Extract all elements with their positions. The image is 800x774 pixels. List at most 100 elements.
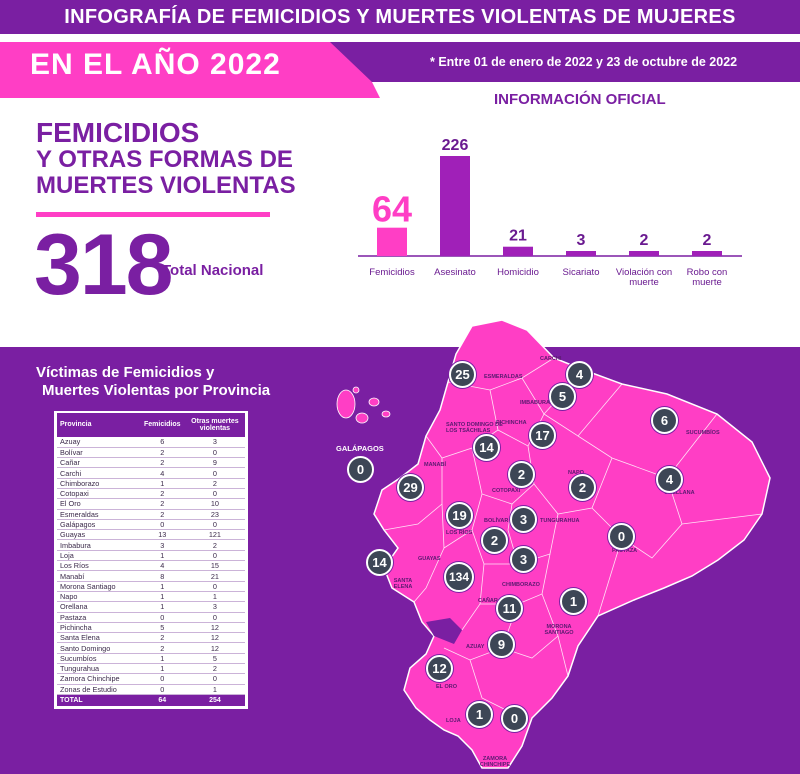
province-cell: Morona Santiago [57, 581, 140, 592]
table-row: Orellana 1 3 [57, 601, 245, 613]
other-deaths-cell: 2 [184, 539, 245, 551]
femicides-cell: 1 [139, 550, 185, 562]
other-deaths-cell: 1 [184, 591, 245, 603]
marker-pichincha: 17 [529, 422, 556, 449]
other-deaths-cell: 1 [184, 684, 245, 695]
map-label-loja: LOJA [446, 718, 461, 724]
province-table-title: Víctimas de Femicidios y Muertes Violent… [36, 364, 270, 400]
other-deaths-cell: 3 [184, 437, 245, 448]
table-row: Pichincha 5 12 [57, 622, 245, 634]
femicides-cell: 2 [139, 488, 185, 500]
marker-chimborazo: 3 [510, 546, 537, 573]
femicides-cell: 2 [139, 642, 185, 654]
province-table-title-line1: Víctimas de Femicidios y [36, 364, 215, 381]
province-cell: Loja [57, 550, 140, 562]
other-deaths-cell: 0 [184, 467, 245, 479]
table-row: Guayas 13 121 [57, 529, 245, 541]
date-range-note: * Entre 01 de enero de 2022 y 23 de octu… [430, 55, 738, 69]
table-row: Bolívar 2 0 [57, 447, 245, 459]
marker-el-oro: 12 [426, 655, 453, 682]
bar-category-label-3: Sicariato [563, 267, 600, 278]
marker-morona-santiago: 1 [560, 588, 587, 615]
col-header-other-deaths: Otras muertes violentas [184, 413, 245, 437]
femicides-cell: 1 [139, 591, 185, 603]
marker-pastaza: 0 [608, 523, 635, 550]
marker-santo-domingo: 14 [473, 434, 500, 461]
femicides-cell: 0 [139, 612, 185, 623]
bar-2 [503, 246, 533, 256]
bar-category-label-0: Femicidios [369, 267, 415, 278]
col-header-province: Provincia [57, 413, 140, 437]
table-row: Esmeraldas 2 23 [57, 509, 245, 520]
table-row: Zonas de Estudio 0 1 [57, 684, 245, 695]
femicides-cell: 2 [139, 457, 185, 469]
year-label: EN EL AÑO 2022 [30, 48, 281, 81]
marker-napo: 2 [569, 474, 596, 501]
province-cell: Guayas [57, 529, 140, 541]
other-deaths-cell: 0 [184, 447, 245, 459]
femicides-cell: 3 [139, 539, 185, 551]
heading-divider [36, 212, 270, 217]
other-deaths-cell: 5 [184, 653, 245, 665]
table-row: Santo Domingo 2 12 [57, 642, 245, 654]
province-cell: Zonas de Estudio [57, 684, 140, 695]
province-table-body: Azuay 6 3 Bolívar 2 0 Cañar 2 9 Carchi 4 0 Chimboraz… [57, 437, 245, 695]
femicides-heading-line3: MUERTES VIOLENTAS [36, 171, 296, 199]
year-band-pink [0, 42, 380, 98]
marker-los-rios: 19 [446, 502, 473, 529]
femicides-cell: 8 [139, 570, 185, 582]
marker-bolivar: 2 [481, 527, 508, 554]
table-row: Cañar 2 9 [57, 457, 245, 469]
other-deaths-cell: 9 [184, 457, 245, 469]
marker-guayas: 134 [444, 562, 474, 592]
other-deaths-cell: 0 [184, 612, 245, 623]
map-label-morona-santiago: MORONA SANTIAGO [544, 624, 574, 636]
province-cell: El Oro [57, 498, 140, 510]
bar-category-label-2: Homicidio [497, 267, 539, 278]
bar-value-label-1: 226 [442, 137, 469, 154]
other-deaths-cell: 12 [184, 632, 245, 644]
bar-value-label-3: 3 [577, 232, 586, 249]
province-cell: Sucumbíos [57, 653, 140, 665]
other-deaths-cell: 0 [184, 519, 245, 531]
col-header-femicides: Femicidios [139, 413, 185, 437]
map-label-tungurahua: TUNGURAHUA [540, 518, 580, 524]
marker-galapagos: 0 [347, 456, 374, 483]
table-row: Los Ríos 4 15 [57, 560, 245, 572]
other-deaths-cell: 12 [184, 622, 245, 634]
other-deaths-cell: 10 [184, 498, 245, 510]
map-label-los-rios: LOS RÍOS [446, 530, 473, 536]
bar-value-label-0: 64 [372, 189, 412, 230]
map-label-guayas: GUAYAS [418, 556, 441, 562]
other-deaths-cell: 2 [184, 663, 245, 675]
province-table-title-line2: Muertes Violentas por Provincia [42, 382, 271, 399]
province-table: Provincia Femicidios Otras muertes viole… [57, 413, 245, 707]
femicides-cell: 5 [139, 622, 185, 634]
table-total-row: TOTAL 64 254 [57, 694, 245, 707]
table-row: Galápagos 0 0 [57, 519, 245, 531]
province-cell: Azuay [57, 437, 140, 448]
femicides-cell: 13 [139, 529, 185, 541]
femicides-cell: 2 [139, 632, 185, 644]
total-row-other-deaths: 254 [184, 694, 245, 707]
marker-santa-elena: 14 [366, 549, 393, 576]
bar-4 [629, 251, 659, 256]
map-label-bolivar: BOLÍVAR [484, 518, 509, 524]
province-cell: Manabí [57, 570, 140, 582]
table-row: Santa Elena 2 12 [57, 632, 245, 644]
marker-imbabura: 5 [549, 383, 576, 410]
other-deaths-cell: 0 [184, 550, 245, 562]
femicides-cell: 2 [139, 447, 185, 459]
province-cell: Cañar [57, 457, 140, 469]
province-cell: Chimborazo [57, 478, 140, 489]
femicides-cell: 4 [139, 467, 185, 479]
map-label-azuay: AZUAY [466, 644, 485, 650]
map-label-el-oro: EL ORO [436, 684, 457, 690]
map-label-sucumbios: SUCUMBÍOS [686, 430, 720, 436]
infographic-title: INFOGRAFÍA DE FEMICIDIOS Y MUERTES VIOLE… [0, 0, 800, 34]
femicides-cell: 1 [139, 478, 185, 489]
other-deaths-cell: 2 [184, 478, 245, 489]
bar-3 [566, 251, 596, 256]
map-label-zamora-chinchipe: ZAMORA CHINCHIPE [479, 756, 511, 768]
other-deaths-cell: 15 [184, 560, 245, 572]
